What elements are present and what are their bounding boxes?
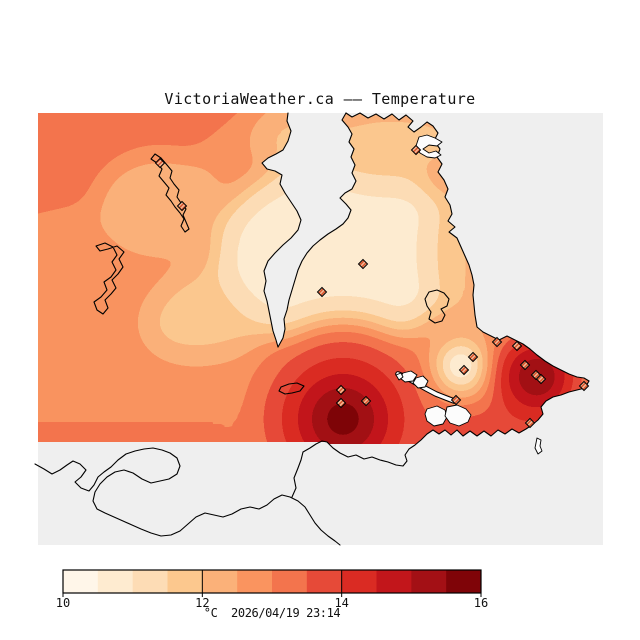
colorbar-swatch — [167, 570, 203, 593]
colorbar-swatches — [63, 570, 482, 593]
colorbar-tick-label: 16 — [474, 596, 488, 610]
northeast-sea — [346, 113, 603, 381]
colorbar-tick-label: 12 — [195, 596, 209, 610]
island-race-rocks — [278, 382, 305, 395]
colorbar-swatch — [446, 570, 482, 593]
colorbar-tick-label: 10 — [56, 596, 70, 610]
station-marker-diamond — [467, 351, 479, 363]
esquimalt-harbour — [424, 405, 448, 427]
station-marker-diamond — [410, 144, 422, 156]
island-trial — [534, 437, 543, 455]
legend-caption: °C 2026/04/19 23:14 — [204, 606, 341, 620]
colorbar-swatch — [376, 570, 412, 593]
station-marker-diamond — [335, 397, 347, 409]
station-marker-diamond — [578, 380, 590, 392]
station-marker-diamond — [154, 157, 166, 169]
colorbar-swatch — [202, 570, 238, 593]
colorbar-tick-label: 14 — [334, 596, 348, 610]
station-marker-diamond — [357, 258, 369, 270]
colorbar-swatch — [272, 570, 308, 593]
victoria-harbour — [444, 404, 472, 427]
station-marker-diamond — [335, 384, 347, 396]
colorbar-swatch — [306, 570, 343, 593]
lake-northwest-inlet — [150, 153, 190, 233]
lagoon-north — [415, 134, 443, 159]
coastlines — [34, 112, 590, 546]
station-marker-diamond — [450, 394, 462, 406]
colorbar-swatch — [97, 570, 134, 593]
colorbar-swatch — [411, 570, 447, 593]
station-marker-diamond — [519, 359, 531, 371]
station-marker-diamond — [535, 373, 547, 385]
station-marker-diamond — [458, 364, 470, 376]
station-marker-diamond — [491, 336, 503, 348]
colorbar-tick-labels: 10 12 14 16 — [56, 596, 488, 610]
colorbar-swatch — [341, 570, 377, 593]
lake-sooke-basin — [93, 242, 125, 315]
coast-inlet-west-shore — [261, 112, 302, 348]
figure-title: VictoriaWeather.ca —— Temperature — [164, 90, 475, 108]
coast-east-shore — [345, 112, 590, 382]
colorbar-swatch — [237, 570, 273, 593]
islet-tiny — [395, 372, 404, 381]
coast-south-shore — [302, 380, 590, 467]
colorbar-swatch — [63, 570, 99, 593]
lake-elk-lake — [424, 289, 450, 324]
station-marker-diamond — [316, 286, 328, 298]
saanich-inlet-channel — [262, 113, 356, 347]
station-marker-diamond — [176, 200, 188, 212]
coast-olympic-peninsula — [34, 447, 341, 546]
station-marker-diamond — [511, 340, 523, 352]
white-water-features — [395, 134, 543, 455]
south-sea — [38, 381, 603, 545]
legend-colorbar: 10 12 14 16 °C 2026/04/19 23:14 — [56, 569, 488, 620]
coast-olympic-spur — [291, 451, 304, 498]
station-marker-diamond — [524, 417, 536, 429]
colorbar-border — [62, 569, 482, 594]
station-marker-diamond — [360, 395, 372, 407]
sea-nodata-regions — [38, 113, 603, 545]
island-small-east — [412, 375, 429, 389]
station-markers — [154, 144, 590, 429]
coast-inlet-east-shore — [277, 112, 357, 348]
colorbar-swatch — [132, 570, 168, 593]
